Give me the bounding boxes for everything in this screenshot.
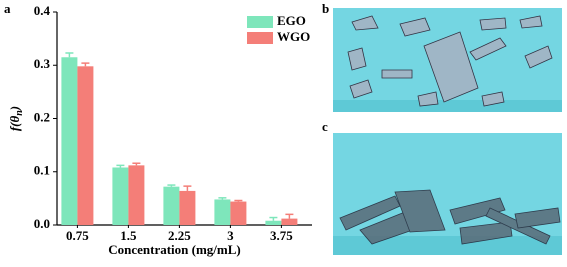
panel-label: b <box>322 1 329 16</box>
x-tick-label: 2.25 <box>168 228 191 243</box>
y-tick-label: 0.0 <box>34 216 50 231</box>
panel-label: c <box>322 119 328 134</box>
y-axis-label-main: f(θ <box>7 115 22 131</box>
y-axis-label-close: ) <box>7 106 22 111</box>
y-tick-label: 0.4 <box>34 3 51 18</box>
y-axis-label: f(θn) <box>7 106 25 131</box>
y-axis-label-sub: n <box>14 110 25 116</box>
bar <box>281 218 298 225</box>
bar <box>163 186 180 225</box>
bar <box>214 199 231 225</box>
panel-c-image <box>333 133 562 255</box>
panel-label: a <box>4 1 11 16</box>
x-axis-label: Concentration (mg/mL) <box>108 242 241 257</box>
x-tick-label: 3.75 <box>270 228 293 243</box>
y-tick-label: 0.2 <box>34 109 50 124</box>
bar <box>77 66 94 225</box>
x-tick-label: 3 <box>227 228 234 243</box>
legend-swatch <box>247 32 273 44</box>
bar <box>230 201 247 225</box>
panel-b-image <box>333 8 562 112</box>
bar <box>265 220 282 225</box>
y-tick-label: 0.1 <box>34 163 50 178</box>
legend-label: EGO <box>277 13 306 28</box>
bar <box>128 165 145 225</box>
y-tick-label: 0.3 <box>34 56 51 71</box>
bar <box>112 167 129 225</box>
legend-swatch <box>247 16 273 28</box>
x-tick-label: 0.75 <box>66 228 89 243</box>
bar <box>61 57 78 226</box>
x-tick-label: 1.5 <box>120 228 137 243</box>
bar <box>179 190 196 225</box>
legend-label: WGO <box>277 29 310 44</box>
